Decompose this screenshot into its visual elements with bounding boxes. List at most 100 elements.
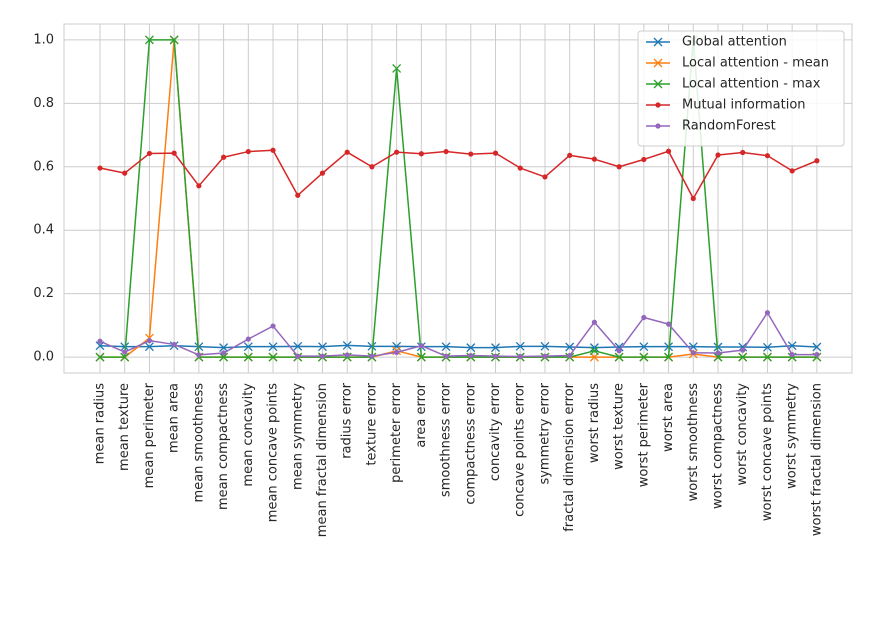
- data-point: [120, 342, 130, 352]
- data-point: [591, 156, 598, 162]
- legend-marker: [653, 37, 663, 47]
- series-global-attention: [95, 340, 822, 353]
- data-point: [243, 352, 253, 362]
- x-tick-label: mean fractal dimension: [315, 383, 330, 537]
- legend-item: Local attention - max: [646, 77, 821, 92]
- data-point: [221, 154, 227, 160]
- legend-box: [637, 30, 845, 147]
- data-point: [762, 352, 772, 362]
- x-tick-label: texture error: [364, 382, 379, 465]
- series-randomforest: [97, 310, 820, 360]
- data-point: [97, 165, 103, 171]
- data-point: [515, 341, 525, 351]
- data-point: [567, 152, 573, 158]
- y-tick-label: 1.0: [33, 32, 54, 47]
- x-tick-label: concave points error: [513, 382, 528, 516]
- data-point: [614, 352, 624, 362]
- data-point: [639, 352, 649, 362]
- data-point: [443, 353, 449, 359]
- data-point: [194, 342, 204, 352]
- data-point: [95, 352, 105, 362]
- data-point: [738, 342, 748, 352]
- data-point: [641, 314, 647, 321]
- data-point: [740, 149, 746, 156]
- x-tick-label: mean concavity: [241, 383, 256, 487]
- data-point: [120, 352, 130, 362]
- data-point: [392, 63, 402, 73]
- data-point: [221, 350, 227, 356]
- x-tick-label: mean symmetry: [290, 383, 305, 490]
- data-point: [319, 170, 326, 176]
- data-point: [319, 353, 326, 359]
- legend-label: Mutual information: [682, 98, 806, 113]
- y-tick-label: 0.8: [33, 96, 54, 111]
- data-point: [270, 147, 276, 153]
- y-tick-label: 0.6: [33, 159, 54, 174]
- data-point: [219, 343, 229, 353]
- data-point: [295, 353, 301, 359]
- legend-label: Local attention - mean: [682, 56, 829, 71]
- x-tick-label: worst concavity: [735, 383, 750, 486]
- legend-item: Local attention - mean: [646, 56, 829, 71]
- data-point: [492, 353, 499, 359]
- data-point: [740, 347, 746, 353]
- grid: [64, 24, 852, 373]
- x-tick-label: worst smoothness: [686, 383, 701, 502]
- data-point: [589, 352, 599, 362]
- data-point: [144, 35, 154, 45]
- data-point: [369, 164, 375, 170]
- legend: Global attention Local attention - mean Lo…: [637, 30, 845, 147]
- data-point: [764, 153, 771, 159]
- data-point: [468, 151, 474, 157]
- data-point: [344, 149, 350, 155]
- data-point: [715, 152, 721, 158]
- data-point: [268, 352, 278, 362]
- data-point: [171, 150, 177, 156]
- data-point: [665, 148, 672, 154]
- data-point: [416, 352, 426, 362]
- x-tick-label: worst radius: [587, 383, 602, 463]
- data-point: [318, 342, 327, 352]
- y-axis: 0.0 0.2 0.4 0.6 0.8 1.0: [33, 32, 54, 364]
- x-tick-label: mean smoothness: [191, 383, 206, 503]
- data-point: [664, 342, 674, 352]
- data-point: [243, 342, 253, 352]
- data-point: [589, 343, 599, 353]
- data-point: [122, 170, 128, 176]
- data-point: [789, 168, 795, 174]
- data-point: [344, 352, 350, 358]
- data-point: [196, 352, 202, 358]
- data-point: [268, 342, 278, 352]
- data-point: [517, 165, 523, 171]
- data-point: [764, 310, 771, 316]
- x-tick-label: fractal dimension error: [562, 382, 577, 531]
- series-mutual-information: [97, 147, 820, 202]
- data-point: [468, 352, 474, 359]
- data-point: [369, 353, 375, 359]
- data-point: [270, 323, 276, 329]
- x-tick-label: smoothness error: [439, 382, 454, 497]
- data-point: [245, 148, 251, 155]
- data-point: [146, 150, 153, 157]
- data-point: [146, 338, 153, 344]
- x-tick-label: worst concave points: [760, 383, 775, 521]
- data-point: [738, 352, 748, 362]
- x-tick-label: symmetry error: [537, 382, 552, 484]
- data-point: [715, 350, 721, 356]
- legend-label: Global attention: [682, 35, 787, 50]
- legend-label: Local attention - max: [682, 77, 821, 92]
- data-point: [219, 352, 229, 362]
- legend-marker: [655, 102, 661, 108]
- data-point: [589, 346, 599, 356]
- legend-item: Global attention: [646, 35, 787, 50]
- data-point: [665, 321, 672, 327]
- series-line: [99, 149, 818, 200]
- x-tick-label: concavity error: [488, 382, 503, 481]
- data-point: [565, 342, 575, 352]
- data-point: [418, 151, 424, 157]
- data-point: [713, 352, 723, 362]
- data-point: [491, 343, 500, 353]
- data-point: [196, 183, 202, 189]
- data-point: [616, 164, 622, 170]
